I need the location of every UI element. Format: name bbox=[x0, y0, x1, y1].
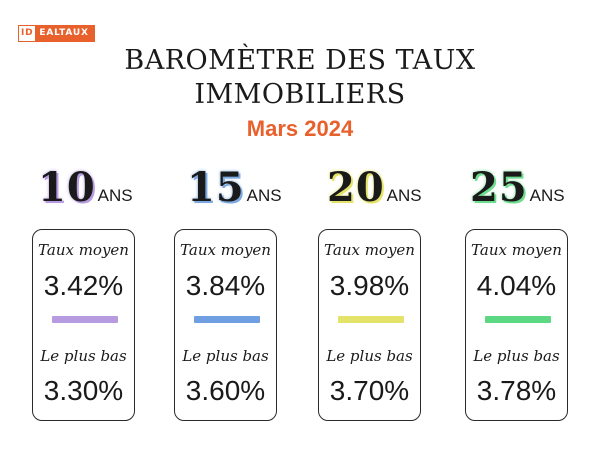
rate-card-25: Taux moyen 4.04% Le plus bas 3.78% bbox=[465, 229, 568, 421]
title-line-1: BAROMÈTRE DES TAUX bbox=[124, 45, 476, 76]
color-bar bbox=[485, 316, 551, 323]
lowest-rate-value: 3.78% bbox=[476, 375, 557, 406]
term-years: 10 bbox=[38, 164, 96, 211]
term-header-25: 25 ANS bbox=[470, 164, 565, 214]
lowest-rate-label: Le plus bas bbox=[40, 347, 127, 365]
average-rate-value: 3.98% bbox=[329, 270, 410, 301]
average-rate-label: Taux moyen bbox=[324, 241, 415, 259]
lowest-rate-label: Le plus bas bbox=[326, 347, 413, 365]
term-header-10: 10 ANS bbox=[38, 164, 133, 214]
term-header-15: 15 ANS bbox=[187, 164, 282, 214]
average-rate-value: 4.04% bbox=[476, 270, 557, 301]
average-rate-value: 3.84% bbox=[185, 270, 266, 301]
lowest-rate-label: Le plus bas bbox=[182, 347, 269, 365]
term-years: 25 bbox=[470, 164, 528, 211]
lowest-rate-value: 3.30% bbox=[43, 375, 124, 406]
color-bar bbox=[338, 316, 404, 323]
title-line-2: IMMOBILIERS bbox=[194, 79, 406, 110]
term-unit: ANS bbox=[386, 186, 422, 205]
rate-card-20: Taux moyen 3.98% Le plus bas 3.70% bbox=[318, 229, 421, 421]
average-rate-value: 3.42% bbox=[43, 270, 124, 301]
page-title: BAROMÈTRE DES TAUX IMMOBILIERS bbox=[0, 44, 600, 112]
term-unit: ANS bbox=[246, 186, 282, 205]
logo-right-part: EALTAUX bbox=[36, 25, 95, 42]
lowest-rate-label: Le plus bas bbox=[473, 347, 560, 365]
rate-card-15: Taux moyen 3.84% Le plus bas 3.60% bbox=[174, 229, 277, 421]
color-bar bbox=[194, 316, 260, 323]
lowest-rate-value: 3.70% bbox=[329, 375, 410, 406]
average-rate-label: Taux moyen bbox=[180, 241, 271, 259]
lowest-rate-value: 3.60% bbox=[185, 375, 266, 406]
rate-card-10: Taux moyen 3.42% Le plus bas 3.30% bbox=[32, 229, 135, 421]
term-years: 15 bbox=[187, 164, 245, 211]
average-rate-label: Taux moyen bbox=[471, 241, 562, 259]
color-bar bbox=[52, 316, 118, 323]
brand-logo: ID EALTAUX bbox=[18, 25, 95, 42]
term-years: 20 bbox=[327, 164, 385, 211]
term-header-20: 20 ANS bbox=[327, 164, 422, 214]
average-rate-label: Taux moyen bbox=[38, 241, 129, 259]
term-unit: ANS bbox=[97, 186, 133, 205]
page-subtitle: Mars 2024 bbox=[246, 116, 354, 141]
logo-left-part: ID bbox=[18, 25, 37, 42]
term-unit: ANS bbox=[529, 186, 565, 205]
